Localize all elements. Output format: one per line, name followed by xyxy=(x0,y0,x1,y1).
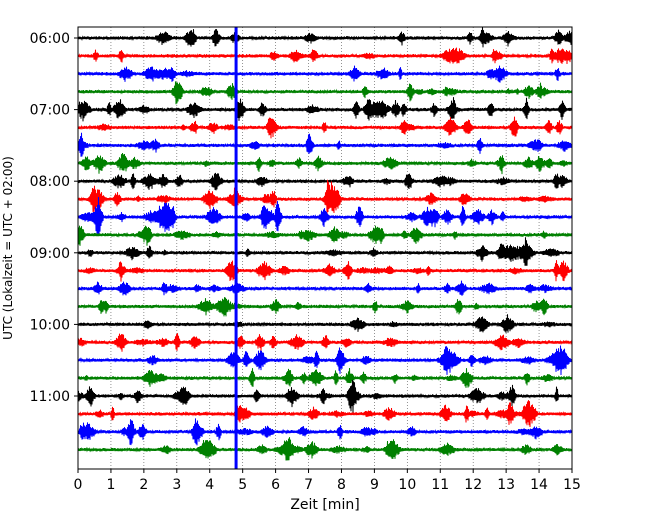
y-tick-label: 09:00 xyxy=(30,246,70,262)
trace-row-0730 xyxy=(77,132,573,157)
trace-row-0800 xyxy=(77,172,573,191)
x-tick-label: 9 xyxy=(370,477,379,493)
trace-row-0815 xyxy=(77,179,573,215)
x-tick-label: 4 xyxy=(205,477,214,493)
x-tick-label: 5 xyxy=(238,477,247,493)
x-tick-label: 13 xyxy=(497,477,515,493)
y-axis-ticks: 06:00 07:00 08:00 09:00 10:00 11:00 xyxy=(30,31,78,405)
trace-row-1045 xyxy=(77,367,573,388)
trace-row-0830 xyxy=(77,196,573,236)
trace-row-1115 xyxy=(77,400,573,428)
y-tick-label: 08:00 xyxy=(30,174,70,190)
trace-row-0645 xyxy=(77,81,573,105)
x-tick-label: 12 xyxy=(464,477,482,493)
trace-row-0615 xyxy=(77,47,573,65)
y-tick-label: 11:00 xyxy=(30,389,70,405)
x-tick-label: 15 xyxy=(563,477,581,493)
trace-row-1000 xyxy=(77,314,573,333)
trace-row-0945 xyxy=(77,297,573,317)
x-tick-label: 6 xyxy=(271,477,280,493)
x-tick-label: 2 xyxy=(139,477,148,493)
y-axis-label: UTC (Lokalzeit = UTC + 02:00) xyxy=(1,156,15,340)
x-axis-label: Zeit [min] xyxy=(290,497,359,513)
x-tick-label: 11 xyxy=(431,477,449,493)
trace-row-0915 xyxy=(77,260,573,282)
x-tick-label: 7 xyxy=(304,477,313,493)
x-tick-label: 8 xyxy=(337,477,346,493)
x-tick-label: 3 xyxy=(172,477,181,493)
x-tick-label: 0 xyxy=(74,477,83,493)
x-tick-label: 14 xyxy=(530,477,548,493)
trace-row-0630 xyxy=(77,65,573,83)
trace-row-1100 xyxy=(77,379,573,413)
x-axis-ticks: 0 1 2 3 4 5 6 7 8 9 10 11 12 13 14 15 xyxy=(74,469,581,493)
trace-row-1130 xyxy=(77,418,573,446)
trace-row-1030 xyxy=(77,345,573,376)
trace-row-0745 xyxy=(77,152,573,175)
trace-row-0845 xyxy=(77,225,573,246)
trace-row-0700 xyxy=(77,97,573,122)
seismic-traces xyxy=(77,26,573,461)
y-tick-label: 07:00 xyxy=(30,103,70,119)
trace-row-0900 xyxy=(77,237,573,266)
trace-row-1015 xyxy=(77,333,573,352)
plot-frame xyxy=(77,26,573,470)
trace-row-0715 xyxy=(77,116,573,139)
x-tick-label: 10 xyxy=(398,477,416,493)
y-tick-label: 10:00 xyxy=(30,317,70,333)
trace-row-1145 xyxy=(77,437,573,461)
trace-row-0930 xyxy=(77,280,573,296)
x-tick-label: 1 xyxy=(106,477,115,493)
y-tick-label: 06:00 xyxy=(30,31,70,47)
trace-row-0600 xyxy=(77,26,573,48)
